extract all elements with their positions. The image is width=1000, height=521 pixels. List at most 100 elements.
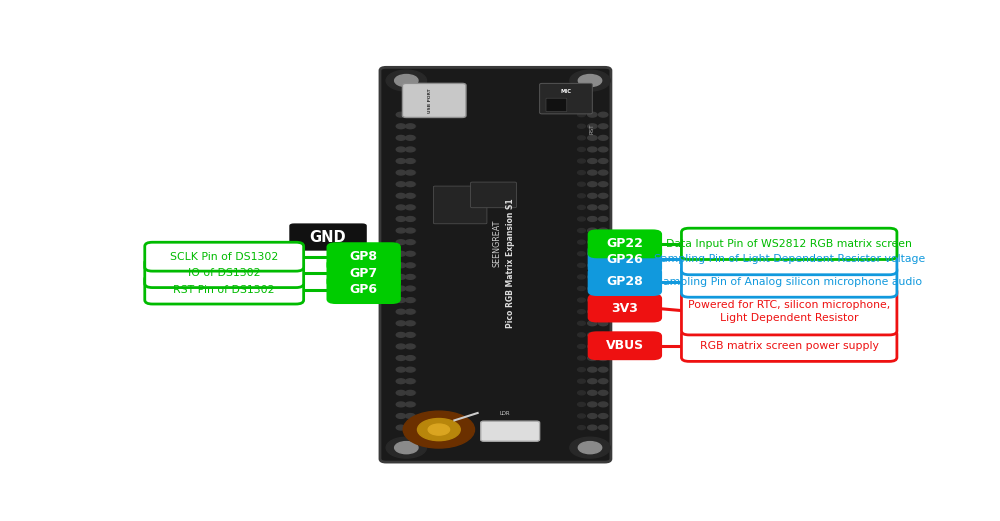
Circle shape	[396, 356, 406, 361]
Circle shape	[408, 368, 416, 371]
Circle shape	[396, 263, 406, 268]
Text: GP7: GP7	[350, 267, 378, 280]
Circle shape	[408, 309, 416, 314]
Circle shape	[570, 437, 610, 458]
Circle shape	[588, 158, 597, 164]
Circle shape	[396, 344, 406, 349]
FancyBboxPatch shape	[145, 242, 304, 271]
Circle shape	[386, 70, 426, 91]
Circle shape	[396, 147, 406, 152]
FancyBboxPatch shape	[681, 266, 897, 297]
Text: SCLK Pin of DS1302: SCLK Pin of DS1302	[170, 252, 278, 262]
Circle shape	[588, 205, 597, 210]
Circle shape	[406, 205, 415, 210]
Circle shape	[599, 414, 608, 418]
Circle shape	[403, 411, 475, 448]
Circle shape	[599, 170, 608, 175]
Circle shape	[599, 379, 608, 383]
Circle shape	[578, 229, 585, 232]
Circle shape	[588, 321, 597, 326]
Circle shape	[588, 217, 597, 221]
Circle shape	[406, 425, 415, 430]
Circle shape	[578, 217, 585, 221]
Circle shape	[408, 402, 416, 406]
FancyBboxPatch shape	[433, 186, 487, 224]
Circle shape	[406, 332, 415, 337]
Circle shape	[578, 75, 602, 86]
Circle shape	[599, 112, 608, 117]
Circle shape	[396, 390, 406, 395]
Circle shape	[599, 135, 608, 140]
Text: IO of DS1302: IO of DS1302	[188, 268, 260, 278]
Circle shape	[396, 228, 406, 233]
Circle shape	[408, 170, 416, 175]
Circle shape	[588, 356, 597, 361]
Circle shape	[588, 390, 597, 395]
Circle shape	[578, 136, 585, 140]
Circle shape	[599, 402, 608, 407]
Circle shape	[408, 194, 416, 198]
Circle shape	[599, 286, 608, 291]
Text: LDR: LDR	[500, 411, 510, 416]
FancyBboxPatch shape	[588, 294, 662, 322]
FancyBboxPatch shape	[588, 245, 662, 274]
FancyBboxPatch shape	[481, 421, 540, 441]
Circle shape	[408, 391, 416, 395]
Circle shape	[578, 263, 585, 267]
Circle shape	[396, 112, 406, 117]
Circle shape	[599, 356, 608, 361]
Circle shape	[408, 240, 416, 244]
Circle shape	[406, 321, 415, 326]
Circle shape	[599, 390, 608, 395]
FancyBboxPatch shape	[326, 242, 401, 271]
Circle shape	[406, 228, 415, 233]
Circle shape	[578, 113, 585, 117]
Circle shape	[578, 368, 585, 371]
Circle shape	[570, 70, 610, 91]
Text: GP28: GP28	[606, 275, 643, 288]
Circle shape	[599, 275, 608, 279]
Circle shape	[599, 240, 608, 244]
FancyBboxPatch shape	[546, 98, 567, 111]
Text: GP8: GP8	[350, 250, 378, 263]
Circle shape	[578, 287, 585, 291]
Circle shape	[599, 297, 608, 303]
Circle shape	[406, 367, 415, 372]
Text: Data Input Pin of WS2812 RGB matrix screen: Data Input Pin of WS2812 RGB matrix scre…	[666, 239, 912, 249]
Circle shape	[395, 75, 418, 86]
Text: Sampling Pin of Light Dependent Resistor voltage: Sampling Pin of Light Dependent Resistor…	[654, 254, 925, 264]
Circle shape	[396, 309, 406, 314]
Circle shape	[395, 442, 418, 454]
Circle shape	[588, 344, 597, 349]
Circle shape	[599, 158, 608, 164]
Circle shape	[396, 286, 406, 291]
Circle shape	[408, 344, 416, 349]
Circle shape	[406, 297, 415, 303]
Circle shape	[406, 193, 415, 198]
Circle shape	[578, 333, 585, 337]
Circle shape	[396, 170, 406, 175]
Circle shape	[396, 332, 406, 337]
Circle shape	[396, 367, 406, 372]
Circle shape	[396, 379, 406, 383]
Circle shape	[408, 321, 416, 325]
Circle shape	[588, 135, 597, 140]
Circle shape	[396, 182, 406, 187]
Circle shape	[578, 240, 585, 244]
Circle shape	[408, 298, 416, 302]
Circle shape	[599, 425, 608, 430]
Circle shape	[578, 356, 585, 360]
FancyBboxPatch shape	[145, 275, 304, 304]
Circle shape	[408, 136, 416, 140]
Circle shape	[588, 228, 597, 233]
Circle shape	[396, 414, 406, 418]
Circle shape	[406, 170, 415, 175]
Circle shape	[408, 229, 416, 232]
Circle shape	[578, 442, 602, 454]
Circle shape	[599, 344, 608, 349]
Circle shape	[578, 124, 585, 128]
Circle shape	[588, 309, 597, 314]
Text: 3V3: 3V3	[611, 302, 638, 315]
Text: VBUS: VBUS	[606, 339, 644, 352]
FancyBboxPatch shape	[289, 224, 367, 251]
